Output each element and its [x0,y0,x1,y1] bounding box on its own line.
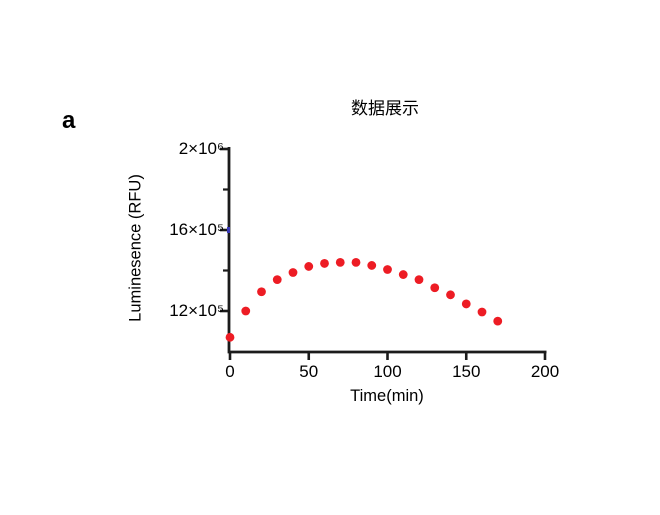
chart-title: 数据展示 [351,99,419,118]
data-point [225,332,235,342]
data-point [430,283,440,293]
data-point [351,258,361,267]
data-point [241,306,251,316]
x-tick-label: 0 [225,362,235,381]
data-point [304,262,314,271]
data-point [383,265,392,274]
data-point [446,290,455,300]
data-point [477,307,487,317]
data-point [461,299,471,309]
y-tick-label: 2×10⁶ [178,139,224,158]
x-tick-label: 100 [373,362,402,381]
data-point [398,270,408,279]
x-tick-label: 200 [530,362,560,381]
x-axis-label: Time(min) [350,387,424,405]
blue-axis-mark [227,227,230,233]
data-point [335,258,345,267]
data-point [257,287,266,297]
data-point [288,268,298,277]
y-axis-label: Luminesence (RFU) [126,174,145,322]
y-tick-label: 12×10⁵ [169,301,224,320]
data-point [320,259,329,268]
x-tick-label: 50 [299,362,319,381]
panel-label: a [62,107,76,134]
y-tick-label: 16×10⁵ [169,220,224,239]
data-point [414,275,424,285]
data-point [493,316,503,326]
x-tick-label: 150 [452,362,481,381]
data-point [272,275,282,285]
data-point [367,261,377,270]
